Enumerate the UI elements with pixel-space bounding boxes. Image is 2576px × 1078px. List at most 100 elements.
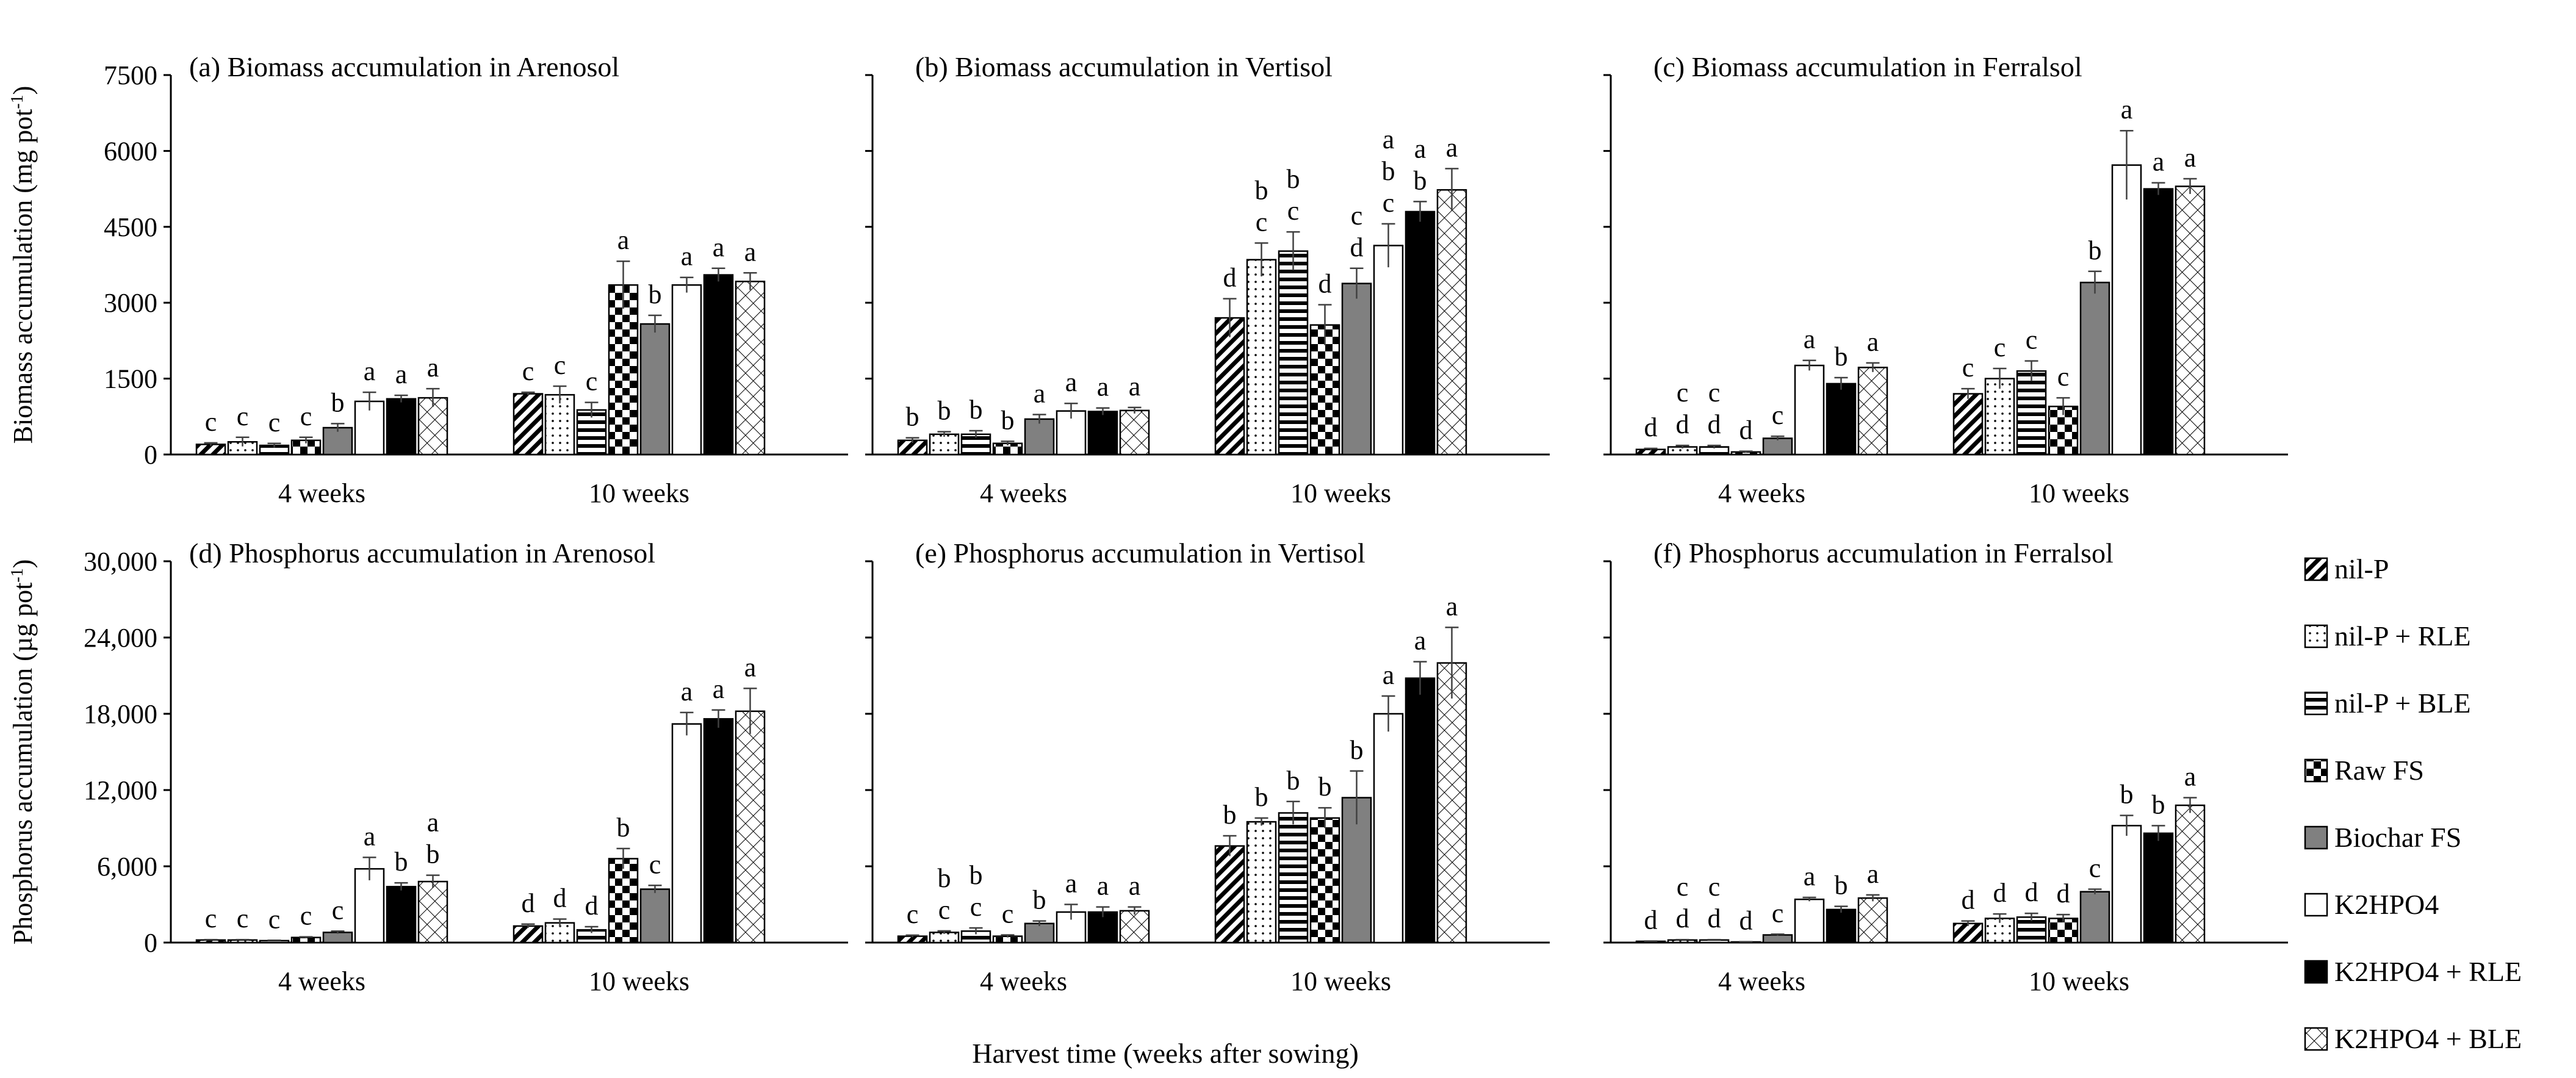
bar xyxy=(1024,922,1055,944)
significance-letter: c xyxy=(1772,898,1784,928)
significance-letter: a xyxy=(1383,660,1395,690)
bar xyxy=(1087,411,1118,456)
legend-swatch xyxy=(2304,825,2328,850)
significance-letter: d xyxy=(1740,906,1753,936)
x-category-label: 10 weeks xyxy=(589,478,689,508)
bar xyxy=(513,393,544,456)
y-tick-label: 4500 xyxy=(104,212,157,242)
significance-letter: d xyxy=(1708,904,1721,933)
panel-title: (d) Phosphorus accumulation in Arenosol xyxy=(189,537,655,569)
significance-letter: a xyxy=(1097,372,1109,402)
bar xyxy=(2048,918,2079,944)
panel-title: (f) Phosphorus accumulation in Ferralsol xyxy=(1653,537,2114,569)
legend-item: Biochar FS xyxy=(2304,822,2461,853)
significance-letter: a xyxy=(713,232,725,262)
significance-letter: c xyxy=(205,407,217,437)
significance-letter: c xyxy=(2057,362,2070,392)
significance-letter: b xyxy=(331,387,345,417)
bar xyxy=(1373,245,1404,456)
bar xyxy=(417,880,448,944)
significance-letter: a xyxy=(617,225,630,255)
significance-letter: b xyxy=(1033,885,1046,915)
significance-letter: a xyxy=(1414,626,1427,656)
significance-letter: d xyxy=(1319,269,1332,299)
legend-label: nil-P + RLE xyxy=(2334,620,2471,652)
significance-letter: a xyxy=(1097,871,1109,901)
significance-letter: c xyxy=(1708,378,1721,408)
legend-swatch xyxy=(2304,1027,2328,1051)
significance-letter: a xyxy=(2184,762,2196,792)
y-axis-title: Biomass accumulation (mg pot-1) xyxy=(8,86,38,444)
significance-letter: d xyxy=(1644,905,1658,935)
panel-e: (e) Phosphorus accumulation in Vertisol c… xyxy=(865,537,1550,996)
bar xyxy=(1857,367,1888,456)
significance-letter: a xyxy=(1129,871,1141,901)
significance-letter: b xyxy=(1255,175,1268,205)
significance-letter: c xyxy=(237,904,249,933)
significance-letter: c xyxy=(1772,400,1784,430)
legend-swatch xyxy=(2304,624,2328,649)
significance-letter: c xyxy=(649,849,661,879)
significance-letter: b xyxy=(426,839,440,869)
significance-letter: b xyxy=(938,863,951,893)
bar xyxy=(386,398,417,456)
significance-letter: a xyxy=(1867,327,1879,357)
significance-letter: c xyxy=(1383,188,1395,218)
bar xyxy=(735,281,766,456)
bar xyxy=(929,433,960,456)
bar xyxy=(1278,250,1309,456)
significance-letter: d xyxy=(1644,412,1658,442)
significance-letter: d xyxy=(1223,263,1237,293)
significance-letter: d xyxy=(1993,878,2007,908)
significance-letter: c xyxy=(1287,196,1300,226)
bar xyxy=(2175,185,2206,456)
legend-label: Biochar FS xyxy=(2334,822,2461,853)
significance-letter: a xyxy=(1804,861,1816,891)
bar xyxy=(1826,383,1857,456)
significance-letter: b xyxy=(970,395,983,425)
x-category-label: 10 weeks xyxy=(2029,478,2129,508)
y-tick-label: 6,000 xyxy=(97,852,157,882)
bar xyxy=(1309,324,1340,456)
significance-letter: b xyxy=(938,396,951,426)
significance-letter: d xyxy=(1708,409,1721,439)
significance-letter: a xyxy=(427,808,439,838)
y-tick-label: 0 xyxy=(144,440,157,470)
bar xyxy=(386,886,417,944)
bar xyxy=(2143,188,2174,456)
significance-letter: c xyxy=(938,895,951,925)
significance-letter: a xyxy=(1414,134,1427,163)
significance-letter: b xyxy=(1414,165,1427,195)
significance-letter: a xyxy=(2121,95,2133,124)
legend-item: K2HPO4 + RLE xyxy=(2304,956,2522,987)
significance-letter: a xyxy=(1446,591,1458,621)
significance-letter: a xyxy=(1034,378,1046,408)
significance-letter: c xyxy=(1994,332,2006,362)
significance-letter: c xyxy=(554,350,566,380)
bar xyxy=(322,426,353,456)
bar xyxy=(2016,916,2047,944)
bar xyxy=(1794,898,1825,944)
significance-letter: b xyxy=(970,860,983,890)
significance-letter: c xyxy=(2026,325,2038,355)
y-tick-label: 6000 xyxy=(104,136,157,166)
legend-swatch xyxy=(2304,557,2328,581)
significance-letter: a xyxy=(427,353,439,383)
bar xyxy=(1246,821,1277,944)
bar xyxy=(2175,804,2206,944)
y-tick-label: 0 xyxy=(144,928,157,958)
panel-a: 0 1500 3000 4500 6000 7500 Biomass accumulatio… xyxy=(8,51,848,508)
significance-letter: c xyxy=(268,904,281,934)
significance-letter: b xyxy=(906,402,919,432)
legend-label: nil-P + BLE xyxy=(2334,688,2471,719)
significance-letter: b xyxy=(1255,782,1268,812)
y-tick-label: 24,000 xyxy=(84,623,157,653)
legend-swatch xyxy=(2304,758,2328,783)
bar xyxy=(639,323,671,456)
legend-label: Raw FS xyxy=(2334,755,2424,786)
significance-letter: b xyxy=(1382,156,1395,186)
panel-title: (e) Phosphorus accumulation in Vertisol xyxy=(915,537,1365,569)
significance-letter: c xyxy=(332,895,344,925)
significance-letter: a xyxy=(744,237,757,267)
